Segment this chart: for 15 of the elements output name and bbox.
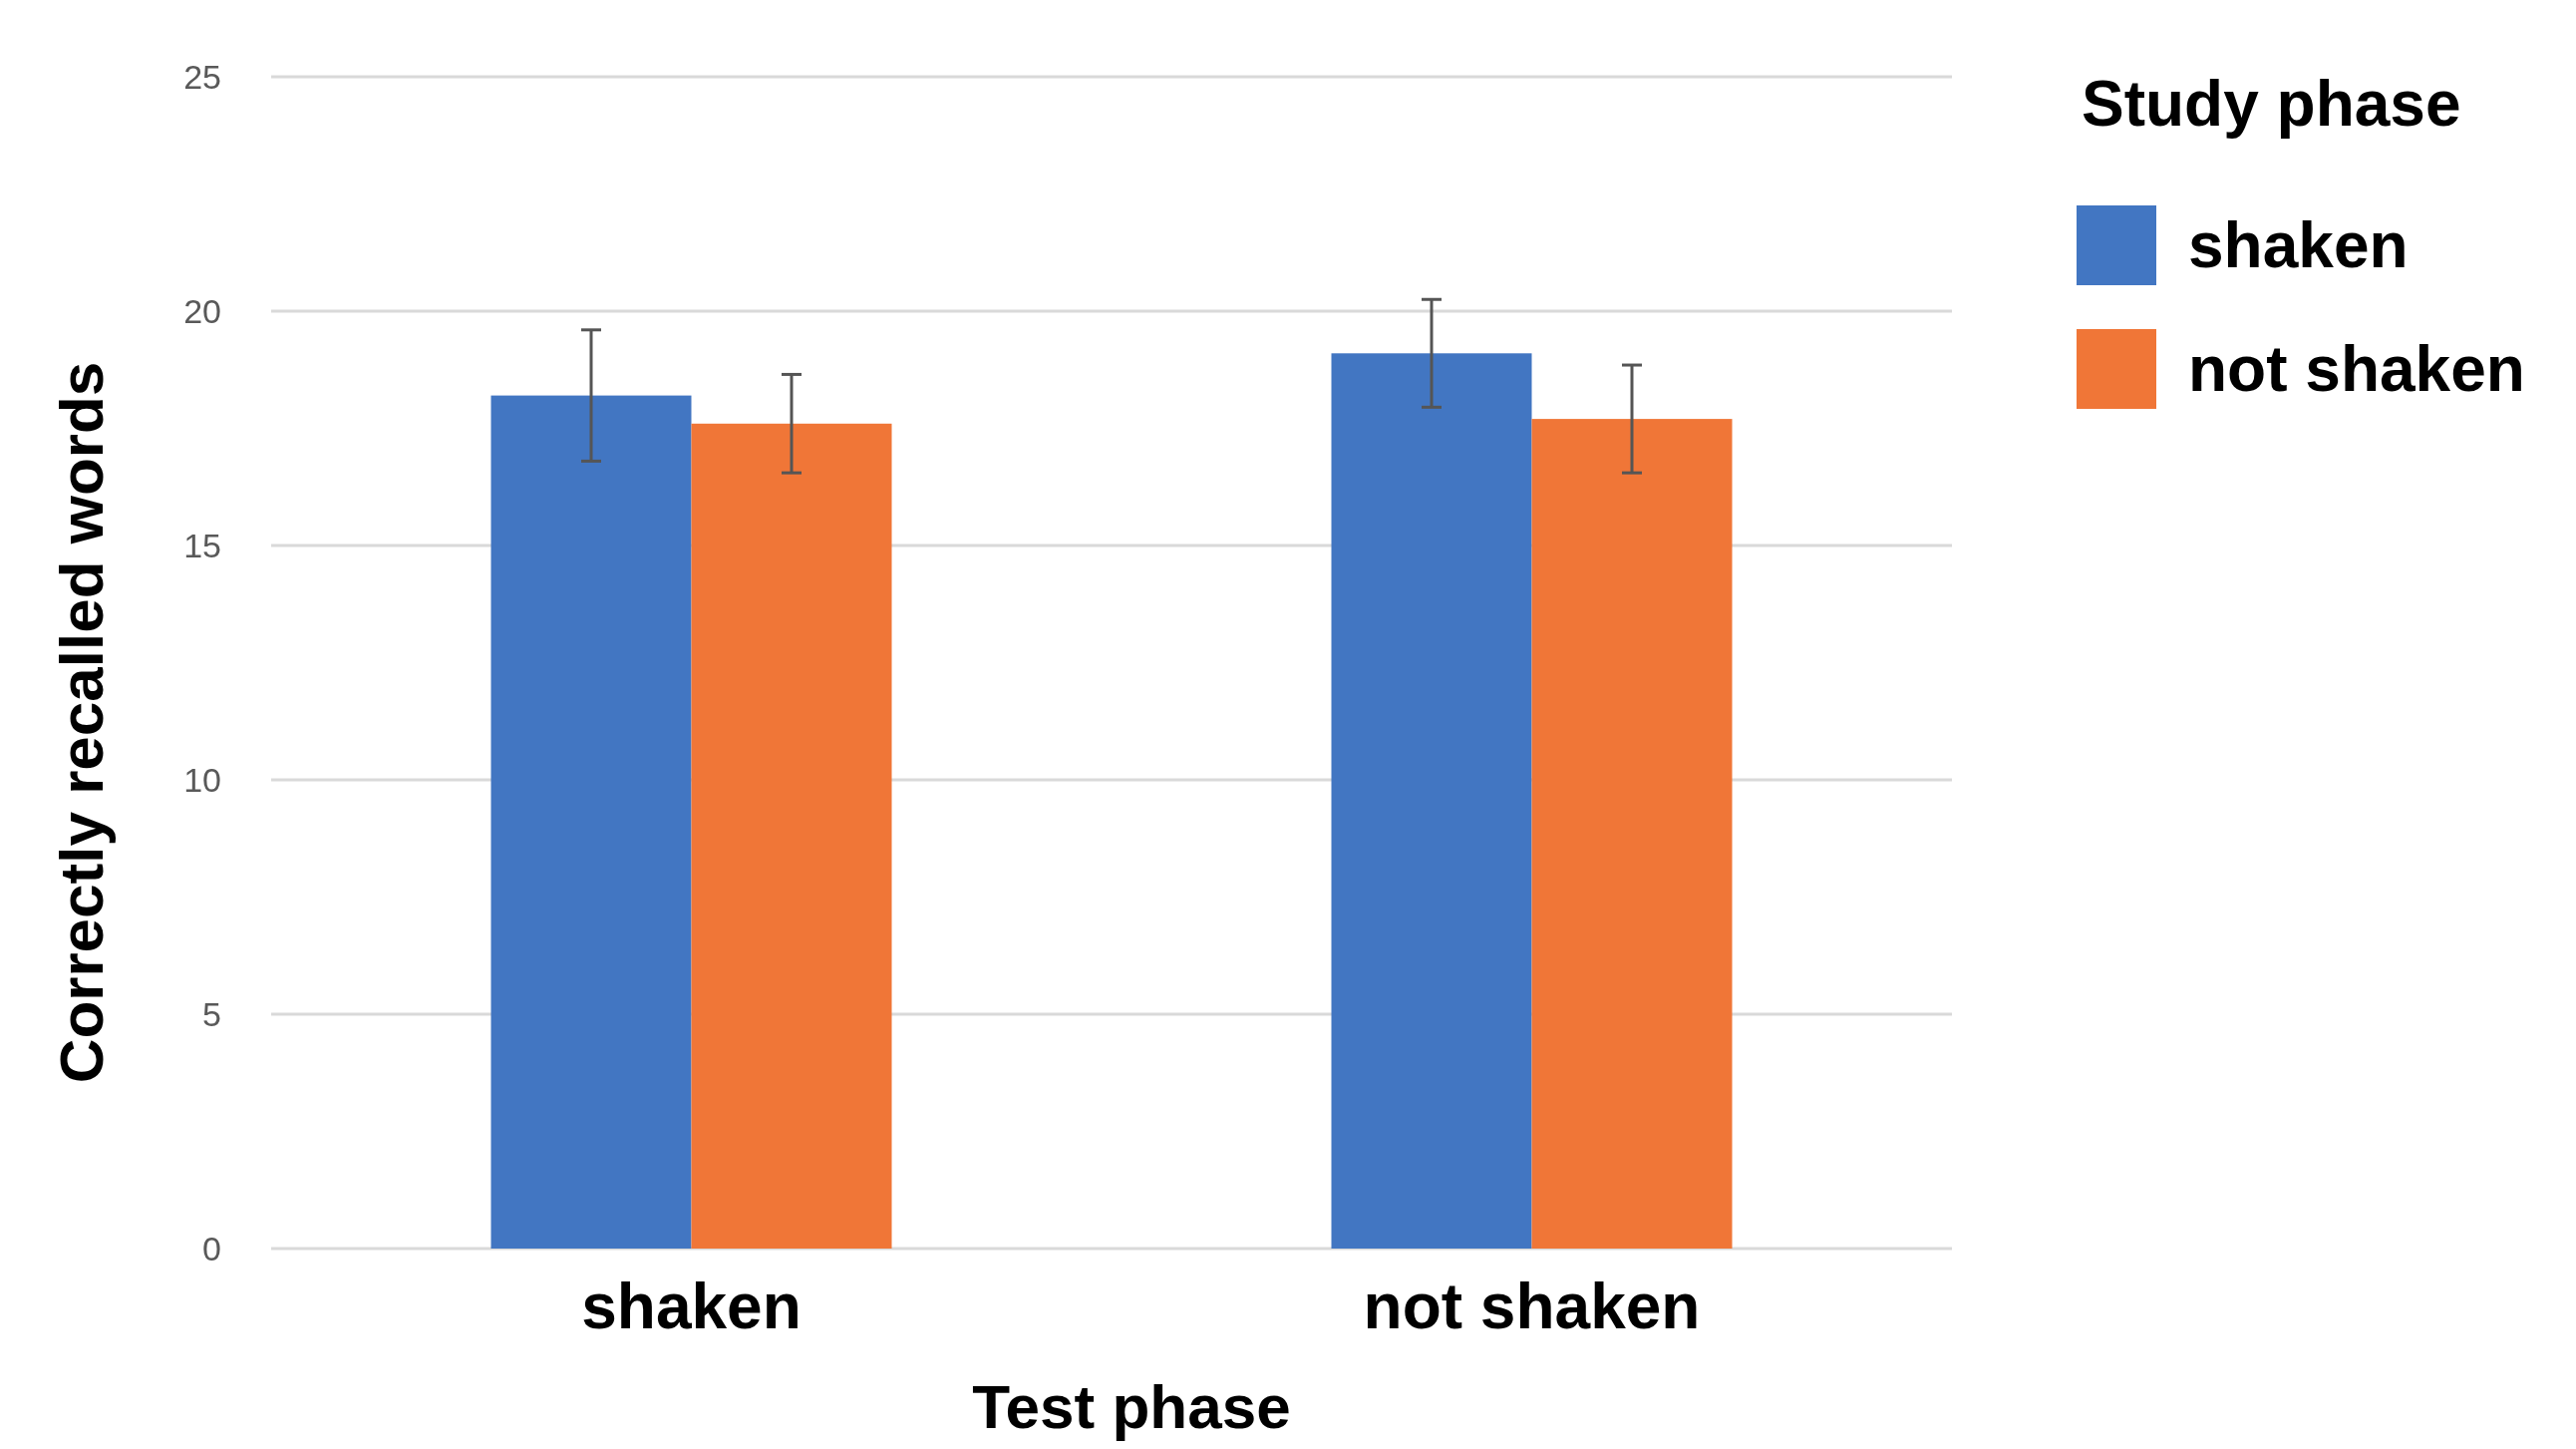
legend-label: not shaken	[2188, 333, 2525, 406]
y-axis-title: Correctly recalled words	[47, 361, 116, 1084]
y-tick-label: 5	[202, 994, 221, 1033]
y-tick-label: 20	[183, 291, 221, 330]
y-tick-label: 0	[202, 1229, 221, 1268]
y-tick-label: 25	[183, 57, 221, 96]
y-tick-label: 15	[183, 526, 221, 564]
y-tick-label: 10	[183, 760, 221, 799]
bar	[490, 395, 692, 1249]
bar	[1531, 419, 1733, 1249]
legend-title: Study phase	[2082, 68, 2461, 140]
x-axis-title: Test phase	[972, 1372, 1291, 1441]
legend-label: shaken	[2188, 209, 2409, 282]
bar	[1331, 353, 1532, 1249]
bar	[691, 423, 892, 1249]
